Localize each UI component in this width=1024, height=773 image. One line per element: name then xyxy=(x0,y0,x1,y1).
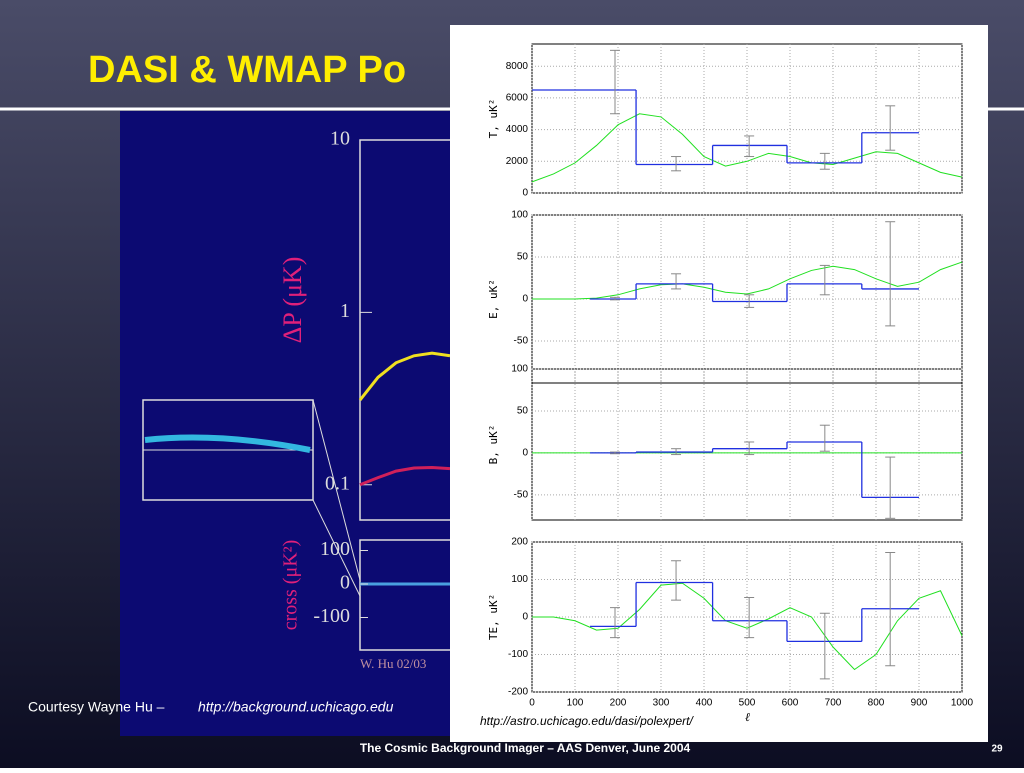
y-tick-label: 4000 xyxy=(506,124,529,135)
y-tick-label: 0 xyxy=(522,188,528,199)
y-tick-label: 0 xyxy=(522,294,528,305)
y-tick-label: 10 xyxy=(330,128,350,150)
x-tick-label: 500 xyxy=(739,698,756,709)
page-number: 29 xyxy=(991,744,1003,755)
x-tick-label: 800 xyxy=(868,698,885,709)
y-tick-label: -50 xyxy=(514,489,529,500)
x-tick-label: 1000 xyxy=(951,698,974,709)
x-tick-label: 400 xyxy=(696,698,713,709)
y-tick-label: 50 xyxy=(517,406,529,417)
x-tick-label: 700 xyxy=(825,698,842,709)
y-tick-label: 100 xyxy=(511,574,528,585)
x-axis-label: ℓ xyxy=(745,710,750,724)
y-tick-label: 0 xyxy=(522,448,528,459)
y-axis-label: TE, uK² xyxy=(487,594,500,640)
credit: Courtesy Wayne Hu – xyxy=(28,699,165,715)
theory-curve xyxy=(531,113,963,183)
y-tick-label: 2000 xyxy=(506,156,529,167)
curve xyxy=(358,351,451,401)
y-tick-label: 100 xyxy=(511,210,528,221)
y-tick-label: -50 xyxy=(514,336,529,347)
y-axis-label: ΔP (μK) xyxy=(278,257,307,344)
zoom-line xyxy=(312,499,361,597)
y-tick-label: 0.1 xyxy=(325,472,350,494)
y2-tick-label: -100 xyxy=(313,605,350,627)
y-tick-label: 100 xyxy=(511,364,528,375)
x-tick-label: 0 xyxy=(529,698,535,709)
note: W. Hu 02/03 xyxy=(360,656,426,671)
y-tick-label: -200 xyxy=(508,687,528,698)
y-axis-label: B, uK² xyxy=(487,425,500,465)
y-axis-label: E, uK² xyxy=(487,279,500,319)
y-tick-label: -100 xyxy=(508,649,528,660)
y-tick-label: 1 xyxy=(340,300,350,322)
footer: The Cosmic Background Imager – AAS Denve… xyxy=(360,741,691,755)
y2-axis-label: cross (μK²) xyxy=(280,540,302,631)
slide-title: DASI & WMAP Po xyxy=(88,49,406,91)
curve xyxy=(359,465,451,487)
y-axis-label: T, uK² xyxy=(487,99,500,139)
y-tick-label: 8000 xyxy=(506,61,529,72)
x-tick-label: 100 xyxy=(567,698,584,709)
inset-curve xyxy=(144,434,311,453)
source-url[interactable]: http://astro.uchicago.edu/dasi/polexpert… xyxy=(480,714,694,728)
credit-link[interactable]: http://background.uchicago.edu xyxy=(198,699,394,715)
x-tick-label: 300 xyxy=(653,698,670,709)
y2-tick-label: 100 xyxy=(320,538,350,560)
y-tick-label: 50 xyxy=(517,252,529,263)
x-tick-label: 600 xyxy=(782,698,799,709)
y2-tick-label: 0 xyxy=(340,572,350,594)
y-tick-label: 6000 xyxy=(506,93,529,104)
y-tick-label: 0 xyxy=(522,612,528,623)
x-tick-label: 900 xyxy=(911,698,928,709)
x-tick-label: 200 xyxy=(610,698,627,709)
hu-figure xyxy=(120,111,455,736)
y-tick-label: 200 xyxy=(511,537,528,548)
zoom-line xyxy=(312,399,361,581)
